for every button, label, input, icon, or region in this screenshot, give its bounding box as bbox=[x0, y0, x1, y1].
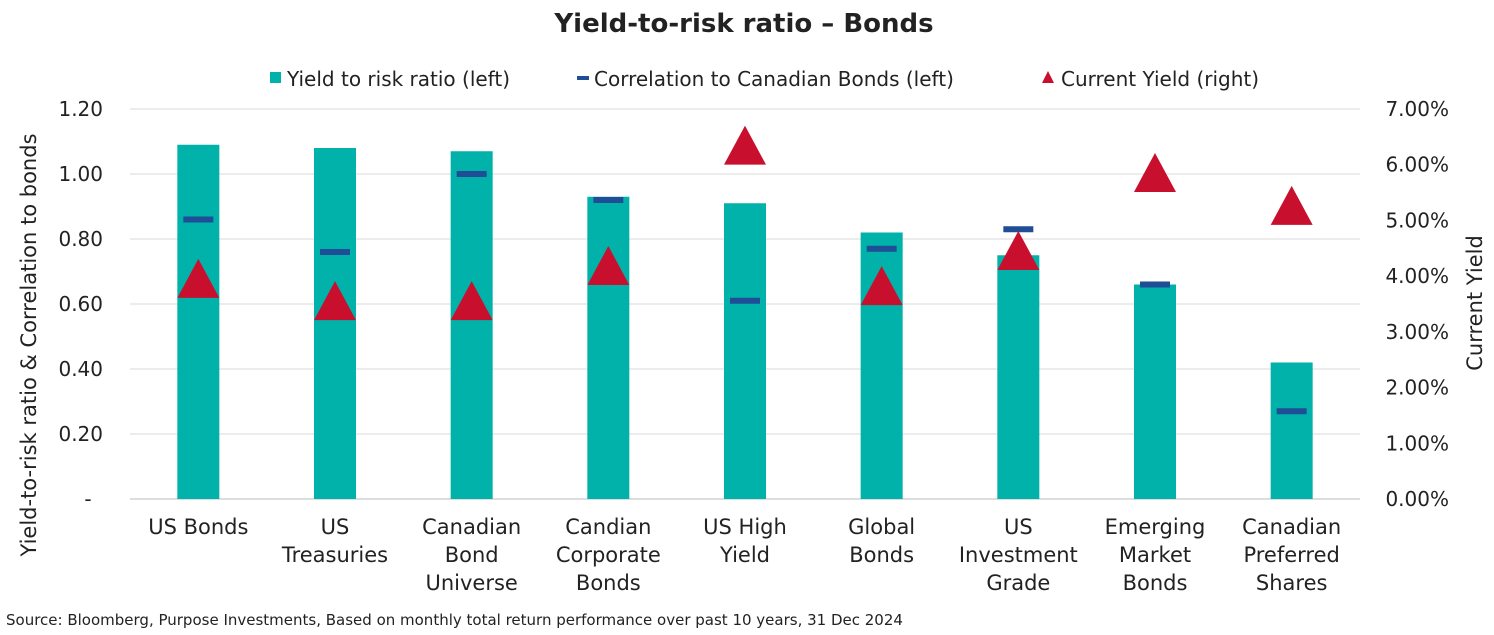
x-tick-label: US Investment Grade bbox=[959, 515, 1078, 595]
marker-current-yield bbox=[1134, 152, 1176, 192]
x-tick-label-line: Market bbox=[1119, 543, 1191, 567]
y-tick-label: 1.20 bbox=[58, 97, 103, 121]
y-tick-label: 0.60 bbox=[58, 292, 103, 316]
y-tick-label: 1.00 bbox=[58, 162, 103, 186]
marks bbox=[177, 125, 1313, 499]
x-tick-label-line: US High bbox=[703, 515, 787, 539]
y-axis-label: Yield-to-risk ratio & Correlation to bon… bbox=[17, 133, 41, 557]
x-tick-label: Canadian Bond Universe bbox=[422, 515, 521, 595]
axes: - 0.20 0.40 0.60 0.80 1.00 1.20 0.00% 1.00% 2.00%… bbox=[58, 97, 1449, 595]
marker-current-yield bbox=[450, 281, 493, 321]
y2-axis-label: Current Yield bbox=[1463, 235, 1487, 371]
bar-yield-to-risk bbox=[314, 148, 356, 499]
legend-label: Yield to risk ratio (left) bbox=[286, 67, 510, 91]
y2-tick-label: 5.00% bbox=[1385, 208, 1449, 232]
marker-correlation bbox=[866, 245, 897, 252]
x-tick-label: Global Bonds bbox=[848, 515, 915, 567]
marker-correlation bbox=[1140, 281, 1170, 288]
marker-current-yield bbox=[860, 266, 903, 306]
y-tick-label: - bbox=[84, 487, 91, 511]
x-tick-label-line: Yield bbox=[719, 543, 770, 567]
x-tick-label: US High Yield bbox=[703, 515, 787, 567]
y2-tick-label: 2.00% bbox=[1385, 376, 1449, 400]
x-tick-label-line: Emerging bbox=[1105, 515, 1206, 539]
x-tick-label-line: Global bbox=[848, 515, 915, 539]
y2-tick-label: 3.00% bbox=[1385, 320, 1449, 344]
y2-tick-label: 7.00% bbox=[1385, 97, 1449, 121]
marker-correlation bbox=[1276, 408, 1307, 415]
x-tick-label: Candian Corporate Bonds bbox=[556, 515, 661, 595]
marker-correlation bbox=[593, 197, 624, 203]
x-tick-label-line: Candian bbox=[565, 515, 651, 539]
legend-label: Correlation to Canadian Bonds (left) bbox=[594, 67, 954, 91]
marker-current-yield bbox=[177, 258, 220, 298]
y2-tick-label: 0.00% bbox=[1385, 487, 1449, 511]
marker-current-yield bbox=[1270, 185, 1313, 225]
x-tick-label-line: US Bonds bbox=[148, 515, 248, 539]
marker-current-yield bbox=[314, 281, 356, 321]
x-tick-label-line: Grade bbox=[986, 571, 1050, 595]
y-tick-label: 0.20 bbox=[58, 422, 103, 446]
marker-correlation bbox=[456, 171, 487, 177]
marker-current-yield bbox=[587, 246, 630, 286]
x-tick-label-line: US bbox=[321, 515, 350, 539]
x-tick-label: Emerging Market Bonds bbox=[1105, 515, 1206, 595]
y-tick-label: 0.80 bbox=[58, 227, 103, 251]
y2-tick-label: 4.00% bbox=[1385, 264, 1449, 288]
x-tick-label-line: Investment bbox=[959, 543, 1078, 567]
bar-yield-to-risk bbox=[587, 196, 630, 499]
marker-current-yield bbox=[724, 125, 766, 165]
chart-title: Yield-to-risk ratio – Bonds bbox=[553, 9, 933, 39]
x-tick-label-line: Corporate bbox=[556, 543, 661, 567]
bar-yield-to-risk bbox=[1270, 362, 1313, 499]
legend-swatch-current-yield bbox=[1042, 71, 1054, 83]
x-tick-label-line: Shares bbox=[1256, 571, 1328, 595]
bar-yield-to-risk bbox=[1134, 284, 1176, 499]
marker-correlation bbox=[730, 297, 760, 304]
x-tick-label-line: Bonds bbox=[1123, 571, 1188, 595]
x-tick-label-line: Universe bbox=[425, 571, 517, 595]
y2-tick-label: 1.00% bbox=[1385, 431, 1449, 455]
x-tick-label: US Treasuries bbox=[281, 515, 388, 567]
bar-yield-to-risk bbox=[724, 203, 766, 499]
x-tick-label-line: Canadian bbox=[1242, 515, 1341, 539]
source-note: Source: Bloomberg, Purpose Investments, … bbox=[6, 611, 903, 629]
x-tick-label-line: Bonds bbox=[576, 571, 641, 595]
x-tick-label-line: Bonds bbox=[849, 543, 914, 567]
marker-correlation bbox=[320, 249, 350, 255]
x-tick-label-line: Canadian bbox=[422, 515, 521, 539]
legend-label: Current Yield (right) bbox=[1061, 67, 1259, 91]
y-tick-label: 0.40 bbox=[58, 357, 103, 381]
marker-current-yield bbox=[997, 230, 1040, 270]
x-tick-label-line: Treasuries bbox=[281, 543, 388, 567]
bar-yield-to-risk bbox=[450, 151, 493, 499]
marker-correlation bbox=[1003, 226, 1034, 233]
x-tick-label-line: US bbox=[1004, 515, 1033, 539]
marker-correlation bbox=[183, 216, 214, 223]
x-tick-label-line: Bond bbox=[445, 543, 499, 567]
y2-tick-label: 6.00% bbox=[1385, 153, 1449, 177]
legend: Yield to risk ratio (left) Correlation to… bbox=[270, 67, 1259, 91]
legend-swatch-correlation bbox=[577, 76, 589, 80]
x-tick-label: US Bonds bbox=[148, 515, 248, 539]
x-tick-label: Canadian Preferred Shares bbox=[1242, 515, 1341, 595]
x-tick-label-line: Preferred bbox=[1243, 543, 1339, 567]
legend-swatch-yield-to-risk bbox=[270, 72, 281, 83]
bar-yield-to-risk bbox=[997, 255, 1040, 499]
bar-yield-to-risk bbox=[177, 144, 220, 499]
